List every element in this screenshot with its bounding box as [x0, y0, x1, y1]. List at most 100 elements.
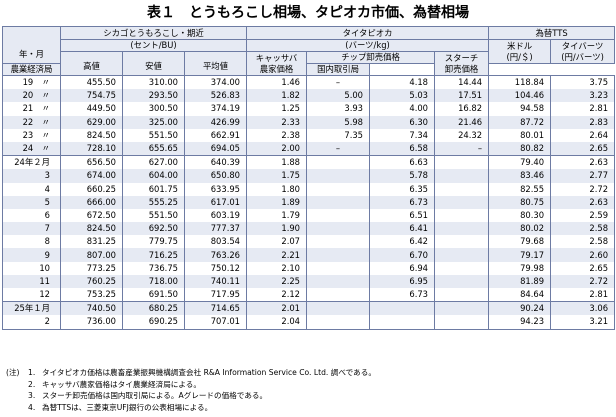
starch-cell	[434, 301, 490, 316]
avg-cell: 640.39	[183, 155, 248, 170]
table-row: 24年２月 656.50 627.00 640.39 1.88 6.63 79.40 2.63	[2, 155, 616, 170]
baht-cell: 2.65	[550, 141, 616, 157]
low-cell: 300.50	[122, 102, 185, 116]
cassava-cell: 2.07	[246, 235, 308, 249]
low-cell: 692.50	[122, 222, 185, 236]
high-cell: 660.25	[60, 182, 123, 196]
usd-cell: 84.64	[488, 288, 552, 303]
header-chip-agri: 農業経済局	[2, 63, 61, 76]
chip-domestic-cell: 6.42	[369, 235, 436, 249]
high-cell: 449.50	[60, 102, 123, 116]
chip-agri-cell	[306, 288, 371, 303]
high-cell: 824.50	[60, 128, 123, 142]
row-label: 22 〃	[2, 115, 61, 129]
header-fx: 為替TTS	[488, 26, 616, 40]
baht-cell: 3.06	[550, 301, 616, 316]
row-label: 4	[2, 182, 61, 196]
footnote-number: 1.	[28, 368, 36, 377]
baht-cell: 2.63	[550, 195, 616, 209]
header-chicago: シカゴとうもろこし・期近	[59, 26, 248, 40]
usd-cell: 79.98	[488, 261, 552, 275]
chip-domestic-cell: 4.18	[369, 75, 436, 90]
high-cell: 666.00	[60, 195, 123, 209]
low-cell: 655.65	[122, 141, 185, 157]
footnotes: (注) 1. タイタピオカ価格は農畜産業振興機構調査会社 R&A Informa…	[6, 367, 611, 413]
table-row: 6 672.50 551.50 603.19 1.79 6.51 80.30 2.59	[2, 208, 616, 223]
chip-agri-cell: 5.00	[306, 89, 371, 103]
row-label: 7	[2, 222, 61, 236]
avg-cell: 526.83	[183, 89, 248, 103]
cassava-cell: 1.90	[246, 222, 308, 236]
chip-agri-cell	[306, 208, 371, 223]
avg-cell: 777.37	[183, 222, 248, 236]
starch-cell	[434, 315, 490, 330]
cassava-cell: 2.04	[246, 315, 308, 330]
row-label: 19 〃	[2, 75, 61, 90]
starch-cell	[434, 288, 490, 303]
footnote-number: 2.	[28, 379, 36, 389]
chip-agri-cell	[306, 235, 371, 249]
table-row: 22 〃 629.00 325.00 426.99 2.33 5.98 6.30 21.46 8…	[2, 115, 616, 129]
high-cell: 455.50	[60, 75, 123, 90]
header-usd: 米ドル (円/＄)	[488, 39, 552, 64]
row-label: 11	[2, 274, 61, 288]
low-cell: 690.25	[122, 315, 185, 330]
usd-cell: 80.01	[488, 128, 552, 142]
header-chip: チップ卸売価格	[306, 51, 436, 64]
row-label: 20 〃	[2, 89, 61, 103]
chip-domestic-cell: 7.34	[369, 128, 436, 142]
baht-cell: 2.59	[550, 208, 616, 223]
usd-cell: 79.40	[488, 155, 552, 170]
footnote-text: スターチ卸売価格は国内取引局による。Aグレードの価格である。	[42, 391, 268, 400]
avg-cell: 707.01	[183, 315, 248, 330]
avg-cell: 633.95	[183, 182, 248, 196]
baht-cell: 2.72	[550, 274, 616, 288]
usd-cell: 80.30	[488, 208, 552, 223]
table-row: 24 〃 728.10 655.65 694.05 2.00–6.58–80.82 2.6…	[2, 141, 616, 157]
avg-cell: 374.19	[183, 102, 248, 116]
baht-cell: 3.75	[550, 75, 616, 90]
chip-domestic-cell: 6.95	[369, 274, 436, 288]
cassava-cell: 2.33	[246, 115, 308, 129]
header-chicago-unit: (セント/BU)	[59, 39, 248, 52]
row-label: 3	[2, 169, 61, 183]
starch-cell: 14.44	[434, 75, 490, 90]
chip-agri-cell	[306, 169, 371, 183]
low-cell: 601.75	[122, 182, 185, 196]
cassava-cell: 1.79	[246, 208, 308, 223]
header-avg: 平均値	[183, 51, 248, 76]
chip-domestic-cell: 6.73	[369, 195, 436, 209]
chip-domestic-cell: 6.63	[369, 155, 436, 170]
cassava-cell: 2.10	[246, 261, 308, 275]
usd-cell: 94.58	[488, 102, 552, 116]
baht-cell: 2.77	[550, 169, 616, 183]
usd-cell: 83.46	[488, 169, 552, 183]
avg-cell: 740.11	[183, 274, 248, 288]
table-row: 3 674.00 604.00 650.80 1.75 5.78 83.46 2.77	[2, 169, 616, 183]
low-cell: 691.50	[122, 288, 185, 303]
chip-agri-cell	[306, 301, 371, 316]
low-cell: 325.00	[122, 115, 185, 129]
usd-cell: 90.24	[488, 301, 552, 316]
chip-agri-cell	[306, 315, 371, 330]
avg-cell: 603.19	[183, 208, 248, 223]
low-cell: 293.50	[122, 89, 185, 103]
header-low: 安値	[122, 51, 185, 76]
chip-domestic-cell: 6.51	[369, 208, 436, 223]
starch-cell	[434, 235, 490, 249]
header-year-month: 年・月	[2, 26, 61, 64]
avg-cell: 694.05	[183, 141, 248, 157]
high-cell: 740.50	[60, 301, 123, 316]
avg-cell: 374.00	[183, 75, 248, 90]
high-cell: 656.50	[60, 155, 123, 170]
footnote-number: 4.	[28, 402, 36, 412]
footnote-item: 2. キャッサバ農家価格はタイ農業経済局による。	[6, 379, 611, 391]
low-cell: 551.50	[122, 208, 185, 223]
table-row: 25年１月 740.50 680.25 714.65 2.01 90.24 3.06	[2, 301, 616, 316]
high-cell: 753.25	[60, 288, 123, 303]
cassava-cell: 1.89	[246, 195, 308, 209]
high-cell: 754.75	[60, 89, 123, 103]
high-cell: 824.50	[60, 222, 123, 236]
chip-agri-cell	[306, 182, 371, 196]
table-row: 23 〃 824.50 551.50 662.91 2.38 7.35 7.34 24.32 8…	[2, 128, 616, 142]
